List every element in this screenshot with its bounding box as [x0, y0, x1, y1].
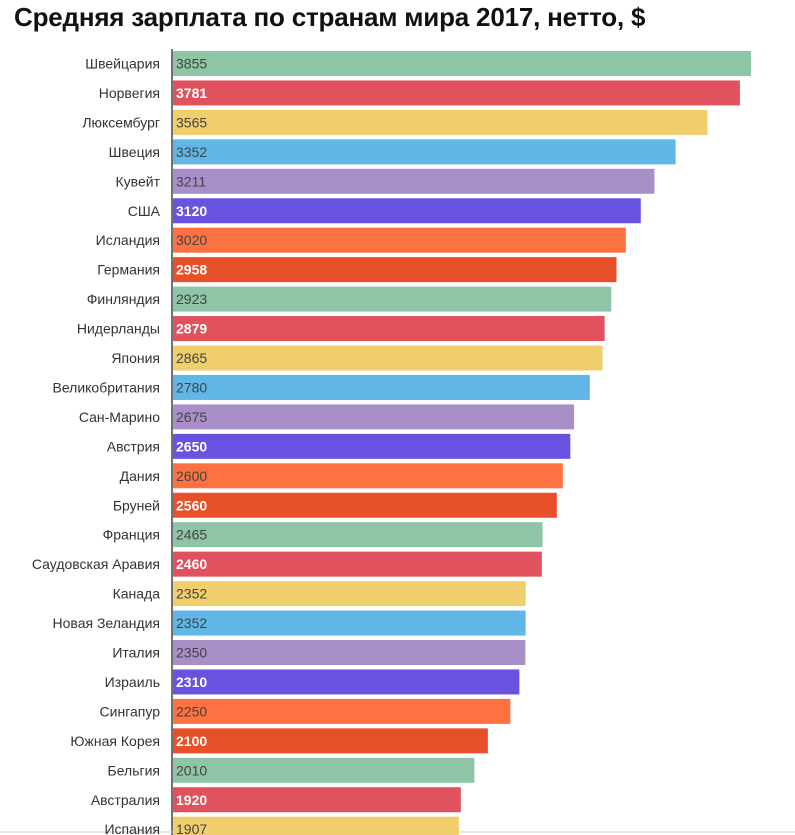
bar	[173, 787, 461, 813]
bar	[173, 51, 751, 76]
value-label: 2650	[176, 438, 207, 454]
value-label: 2600	[176, 468, 207, 484]
category-label: Швейцария	[85, 56, 160, 72]
bar	[173, 816, 459, 835]
category-label: Исландия	[96, 232, 160, 248]
value-label: 3855	[176, 56, 207, 72]
bar	[173, 374, 590, 400]
bar	[173, 227, 626, 253]
category-label: Сан-Марино	[79, 409, 160, 425]
value-label: 2250	[176, 703, 207, 719]
category-label: Великобритания	[52, 379, 160, 395]
bar	[173, 109, 708, 135]
category-label: Швеция	[109, 144, 160, 160]
value-label: 2352	[176, 615, 207, 631]
bar	[173, 698, 511, 724]
bar	[173, 728, 488, 754]
value-label: 3352	[176, 144, 207, 160]
value-label: 2780	[176, 379, 207, 395]
value-label: 2352	[176, 586, 207, 602]
value-label: 1907	[176, 821, 207, 835]
value-label: 2010	[176, 762, 207, 778]
chart-title: Средняя зарплата по странам мира 2017, н…	[14, 2, 646, 32]
category-label: Испания	[104, 821, 160, 835]
bar	[173, 522, 543, 548]
bar	[173, 433, 571, 459]
bar	[173, 757, 475, 783]
value-label: 2865	[176, 350, 207, 366]
value-label: 2465	[176, 527, 207, 543]
bars-group: Швейцария 3855 Норвегия 3781 Люксембург 3565 Ш…	[32, 51, 751, 835]
category-label: Кувейт	[116, 173, 161, 189]
bar	[173, 404, 575, 430]
category-label: Южная Корея	[70, 733, 160, 749]
category-label: Люксембург	[82, 114, 160, 130]
bar	[173, 610, 526, 636]
value-label: 2675	[176, 409, 207, 425]
category-label: Канада	[113, 586, 161, 602]
category-label: Австралия	[91, 792, 160, 808]
category-label: Бруней	[113, 497, 160, 513]
value-label: 2958	[176, 262, 207, 278]
category-label: Дания	[120, 468, 160, 484]
category-label: Израиль	[105, 674, 160, 690]
value-label: 2350	[176, 645, 207, 661]
value-label: 3211	[176, 173, 206, 189]
value-label: 2879	[176, 321, 207, 337]
category-label: Бельгия	[108, 762, 160, 778]
value-label: 3020	[176, 232, 207, 248]
bar	[173, 492, 557, 518]
category-label: Япония	[111, 350, 160, 366]
value-label: 2460	[176, 556, 207, 572]
bar	[173, 581, 526, 607]
value-label: 2100	[176, 733, 207, 749]
value-label: 2560	[176, 497, 207, 513]
category-label: Новая Зеландия	[53, 615, 160, 631]
bar	[173, 345, 603, 371]
category-label: Австрия	[107, 438, 160, 454]
bar	[173, 669, 520, 695]
category-label: Нидерланды	[77, 321, 160, 337]
category-label: Франция	[103, 527, 160, 543]
bar	[173, 257, 617, 283]
bar	[173, 168, 655, 194]
category-label: Германия	[97, 262, 160, 278]
category-label: Финляндия	[87, 291, 160, 307]
category-label: США	[128, 203, 161, 219]
bar	[173, 551, 542, 577]
value-label: 3565	[176, 114, 207, 130]
value-label: 3120	[176, 203, 207, 219]
bar	[173, 286, 612, 312]
value-label: 2923	[176, 291, 207, 307]
bar	[173, 316, 605, 342]
bar	[173, 198, 641, 224]
bar	[173, 640, 526, 665]
bar	[173, 463, 563, 489]
category-label: Норвегия	[99, 85, 160, 101]
value-label: 1920	[176, 792, 207, 808]
bar	[173, 80, 740, 106]
category-label: Италия	[112, 645, 160, 661]
category-label: Сингапур	[100, 703, 161, 719]
value-label: 2310	[176, 674, 207, 690]
bar	[173, 139, 676, 165]
category-label: Саудовская Аравия	[32, 556, 160, 572]
value-label: 3781	[176, 85, 207, 101]
